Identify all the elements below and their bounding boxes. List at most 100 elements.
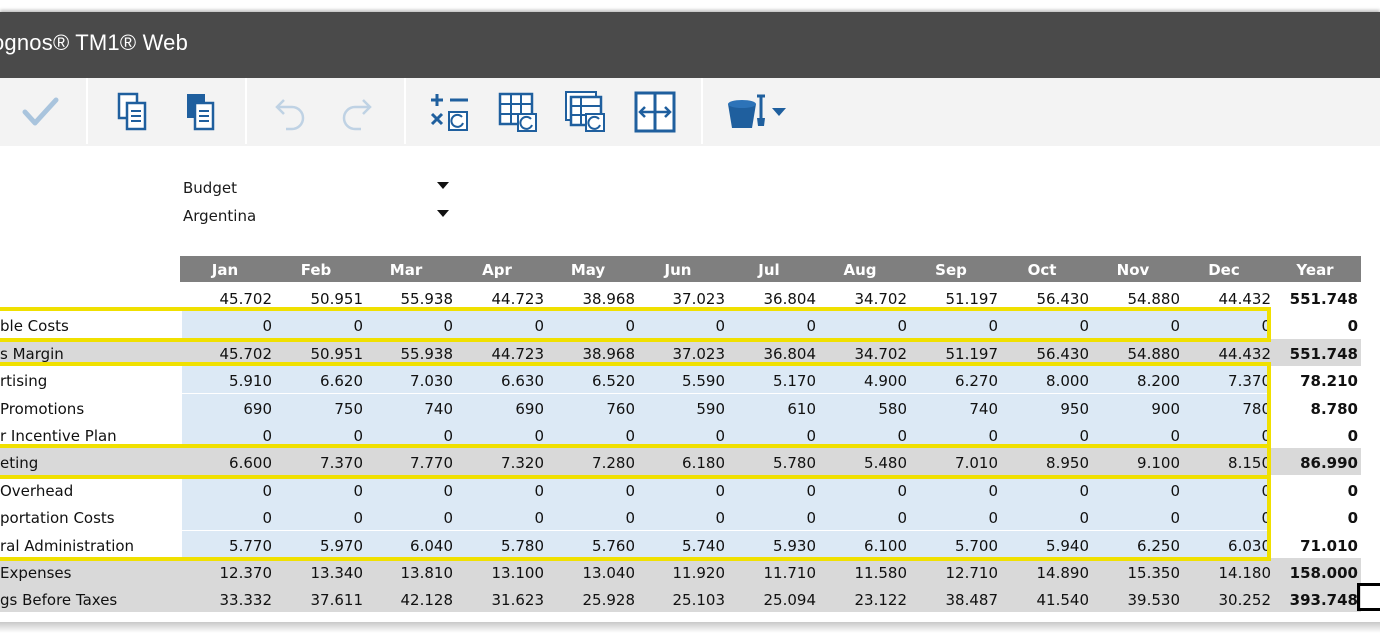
recalculate-stacked-button[interactable]	[564, 88, 608, 136]
data-cell[interactable]: 6.600	[229, 454, 272, 472]
data-cell[interactable]: 12.710	[945, 564, 999, 582]
data-cell[interactable]: 5.780	[501, 537, 544, 555]
data-cell[interactable]: 6.030	[1228, 537, 1271, 555]
data-cell[interactable]: 690	[515, 400, 544, 418]
data-cell[interactable]: 0	[897, 482, 907, 500]
data-cell[interactable]: 6.270	[955, 372, 998, 390]
data-cell[interactable]: 38.968	[582, 345, 636, 363]
year-total-cell[interactable]: 0	[1347, 317, 1358, 335]
column-header[interactable]: Aug	[843, 261, 877, 279]
data-cell[interactable]: 0	[262, 509, 272, 527]
data-cell[interactable]: 740	[969, 400, 998, 418]
data-cell[interactable]: 8.200	[1137, 372, 1180, 390]
data-cell[interactable]: 33.332	[219, 591, 273, 609]
data-cell[interactable]: 0	[534, 317, 544, 335]
data-cell[interactable]: 34.702	[854, 290, 908, 308]
data-cell[interactable]: 0	[262, 317, 272, 335]
data-cell[interactable]: 25.094	[763, 591, 817, 609]
data-cell[interactable]: 5.910	[229, 372, 272, 390]
data-cell[interactable]: 0	[443, 482, 453, 500]
data-cell[interactable]: 25.928	[582, 591, 636, 609]
data-cell[interactable]: 0	[806, 317, 816, 335]
year-total-cell[interactable]: 78.210	[1300, 372, 1358, 390]
data-cell[interactable]: 55.938	[400, 345, 454, 363]
row-label[interactable]: ble Costs	[0, 317, 69, 335]
data-cell[interactable]: 42.128	[400, 591, 454, 609]
data-cell[interactable]: 0	[1261, 482, 1271, 500]
row-label[interactable]: rtising	[0, 372, 48, 390]
data-cell[interactable]: 7.320	[501, 454, 544, 472]
row-label[interactable]: s Margin	[0, 345, 64, 363]
data-cell[interactable]: 11.710	[763, 564, 817, 582]
data-cell[interactable]: 23.122	[854, 591, 908, 609]
data-cell[interactable]: 31.623	[491, 591, 545, 609]
data-cell[interactable]: 44.723	[491, 345, 545, 363]
recalculate-button[interactable]	[428, 88, 472, 136]
column-header[interactable]: Jul	[758, 261, 780, 279]
data-cell[interactable]: 6.630	[501, 372, 544, 390]
data-cell[interactable]: 0	[353, 509, 363, 527]
data-cell[interactable]: 38.968	[582, 290, 636, 308]
data-cell[interactable]: 0	[988, 317, 998, 335]
data-cell[interactable]: 30.252	[1218, 591, 1272, 609]
year-total-cell[interactable]: 86.990	[1300, 454, 1358, 472]
column-header[interactable]: Mar	[389, 261, 423, 279]
commit-button[interactable]	[18, 88, 62, 136]
column-header[interactable]: Jan	[211, 261, 239, 279]
data-cell[interactable]: 41.540	[1036, 591, 1090, 609]
data-cell[interactable]: 0	[1079, 509, 1089, 527]
redo-button[interactable]	[335, 88, 379, 136]
data-cell[interactable]: 44.432	[1218, 345, 1272, 363]
data-cell[interactable]: 5.480	[864, 454, 907, 472]
data-cell[interactable]: 0	[897, 509, 907, 527]
data-cell[interactable]: 0	[988, 509, 998, 527]
data-cell[interactable]: 44.432	[1218, 290, 1272, 308]
data-cell[interactable]: 13.040	[582, 564, 636, 582]
data-cell[interactable]: 0	[625, 509, 635, 527]
data-cell[interactable]: 7.370	[1228, 372, 1271, 390]
data-cell[interactable]: 5.760	[592, 537, 635, 555]
data-cell[interactable]: 13.810	[400, 564, 454, 582]
data-cell[interactable]: 11.580	[854, 564, 908, 582]
column-header[interactable]: Jun	[664, 261, 692, 279]
column-header[interactable]: Dec	[1208, 261, 1240, 279]
data-cell[interactable]: 51.197	[945, 290, 999, 308]
data-cell[interactable]: 0	[353, 427, 363, 445]
row-label[interactable]: r Incentive Plan	[0, 427, 117, 445]
data-cell[interactable]: 0	[715, 509, 725, 527]
year-total-cell[interactable]: 0	[1347, 482, 1358, 500]
row-label[interactable]: Promotions	[0, 400, 85, 418]
data-cell[interactable]: 9.100	[1137, 454, 1180, 472]
data-cell[interactable]: 0	[443, 427, 453, 445]
data-cell[interactable]: 0	[353, 482, 363, 500]
rebuild-view-button[interactable]	[496, 88, 540, 136]
data-cell[interactable]: 580	[878, 400, 907, 418]
data-cell[interactable]: 56.430	[1036, 345, 1090, 363]
data-cell[interactable]: 12.370	[219, 564, 273, 582]
data-cell[interactable]: 7.770	[410, 454, 453, 472]
year-total-cell[interactable]: 158.000	[1289, 564, 1358, 582]
data-cell[interactable]: 0	[897, 427, 907, 445]
version-dropdown-arrow-icon[interactable]	[437, 182, 449, 189]
year-total-cell[interactable]: 0	[1347, 427, 1358, 445]
column-header[interactable]: Sep	[935, 261, 967, 279]
data-cell[interactable]: 0	[353, 317, 363, 335]
paste-button[interactable]	[178, 88, 222, 136]
data-cell[interactable]: 590	[696, 400, 725, 418]
data-cell[interactable]: 760	[606, 400, 635, 418]
data-cell[interactable]: 690	[243, 400, 272, 418]
data-cell[interactable]: 0	[534, 427, 544, 445]
data-cell[interactable]: 0	[715, 427, 725, 445]
row-label[interactable]: Expenses	[0, 564, 72, 582]
data-cell[interactable]: 7.010	[955, 454, 998, 472]
data-cell[interactable]: 750	[334, 400, 363, 418]
data-cell[interactable]: 5.940	[1046, 537, 1089, 555]
region-dropdown-arrow-icon[interactable]	[437, 210, 449, 217]
data-cell[interactable]: 34.702	[854, 345, 908, 363]
column-header[interactable]: Apr	[482, 261, 512, 279]
data-cell[interactable]: 5.930	[773, 537, 816, 555]
data-cell[interactable]: 39.530	[1127, 591, 1181, 609]
data-cell[interactable]: 5.740	[682, 537, 725, 555]
data-cell[interactable]: 45.702	[219, 345, 273, 363]
column-header[interactable]: Feb	[300, 261, 332, 279]
